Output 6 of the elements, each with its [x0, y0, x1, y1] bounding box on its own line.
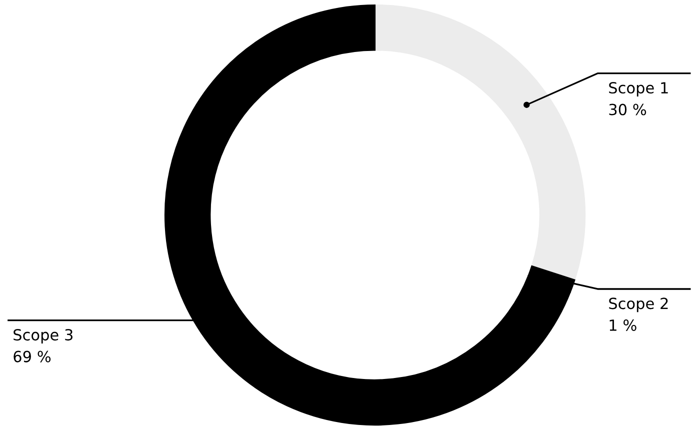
- slice-label: Scope 2: [609, 298, 668, 312]
- slice-label: Scope 1: [609, 82, 668, 97]
- data-label: 1 %: [610, 319, 636, 331]
- slice-label: Scope 3: [14, 329, 72, 344]
- data-label: 69 %: [14, 350, 51, 362]
- data-label: 30 %: [609, 104, 646, 116]
